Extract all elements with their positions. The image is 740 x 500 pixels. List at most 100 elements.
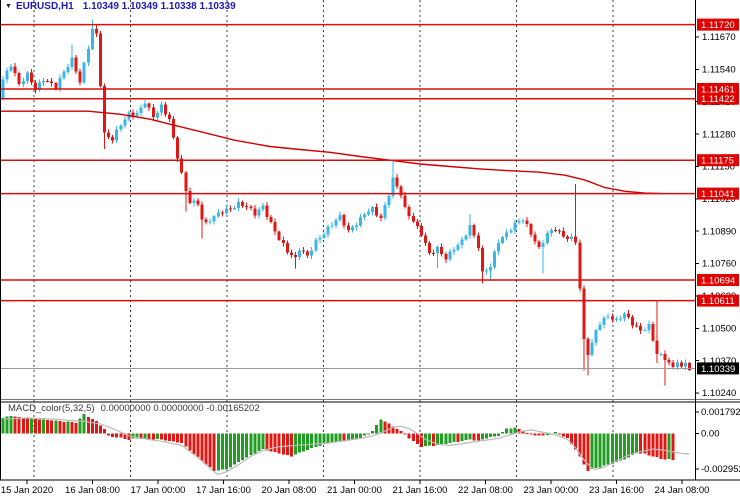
candle-body: [306, 251, 310, 256]
macd-bar: [452, 433, 456, 443]
candle-body: [363, 214, 366, 217]
macd-bar: [273, 433, 277, 453]
vertical-gridlines: [33, 0, 614, 480]
price-scale[interactable]: 1.116701.115401.114101.112801.111501.110…: [695, 18, 739, 400]
macd-bar: [635, 433, 639, 453]
macd-bar: [525, 432, 529, 434]
price-axis-label: 1.10240: [702, 388, 736, 399]
candle-body: [233, 207, 236, 209]
time-axis-label: 21 Jan 16:00: [393, 485, 448, 496]
macd-bar: [594, 433, 598, 469]
candle-body: [350, 227, 354, 230]
candle-body: [46, 81, 50, 82]
candle-body: [78, 71, 82, 83]
candle-body: [208, 221, 212, 223]
macd-bar: [164, 433, 167, 441]
candle-body: [5, 70, 9, 80]
macd-bar: [74, 423, 78, 434]
macd-bar: [407, 433, 411, 439]
macd-bar: [151, 433, 155, 440]
candle-body: [115, 129, 119, 141]
macd-bar: [342, 433, 346, 442]
candle-body: [480, 247, 484, 272]
sr-price-badge-text: 1.10694: [701, 276, 735, 287]
macd-bar: [456, 433, 460, 443]
macd-bar: [135, 433, 139, 439]
macd-bar: [623, 433, 626, 460]
candle-body: [521, 220, 525, 222]
candle-body: [62, 71, 66, 78]
price-axis-label: 1.10890: [702, 226, 736, 237]
candle-body: [627, 313, 630, 317]
time-scale[interactable]: 15 Jan 2020 16 Jan 08:00 17 Jan 00:00 17 Ja…: [1, 480, 710, 496]
candle-body: [679, 362, 683, 367]
candle-body: [139, 107, 143, 114]
candle-body: [249, 206, 253, 209]
candle-body: [302, 250, 306, 252]
macd-bar: [241, 433, 245, 461]
candle-body: [334, 219, 338, 226]
candle-body: [204, 219, 208, 222]
candle-body: [395, 177, 399, 187]
price-axis-label: 1.11670: [702, 32, 736, 43]
sr-price-badge-text: 1.11422: [701, 94, 735, 105]
macd-bar: [614, 433, 618, 463]
macd-bar: [249, 433, 253, 456]
candle-body: [371, 206, 375, 212]
macd-bar: [176, 433, 180, 443]
macd-signal: [2, 417, 690, 475]
candle-body: [517, 221, 521, 223]
candle-body: [359, 216, 362, 226]
macd-bar: [493, 433, 496, 437]
candle-body: [484, 270, 488, 272]
candle-body: [476, 235, 480, 248]
candle-body: [553, 230, 557, 232]
macd-bar: [472, 433, 476, 441]
candle-body: [651, 323, 655, 341]
candle-body: [606, 316, 610, 318]
candle-body: [212, 215, 216, 222]
candle-body: [472, 225, 476, 236]
candle-body: [285, 242, 289, 253]
macd-bar: [172, 433, 176, 442]
candle-body: [143, 103, 147, 108]
candle-body: [533, 234, 537, 242]
candle-body: [375, 206, 379, 216]
macd-scale-label: 0.0017924: [701, 407, 740, 418]
macd-bar: [647, 433, 651, 456]
candle-body: [338, 214, 342, 220]
candle-body: [582, 288, 586, 340]
macd-bar: [395, 429, 399, 434]
symbol-dropdown-icon[interactable]: ▼: [5, 3, 12, 10]
candle-body: [298, 250, 301, 257]
candle-body: [423, 235, 427, 243]
candle-body: [184, 172, 188, 191]
candle-body: [216, 212, 220, 216]
candle-body: [123, 119, 127, 126]
macd-bar: [306, 433, 310, 451]
macd-bar: [432, 433, 436, 446]
candle-body: [623, 313, 626, 319]
candle-body: [419, 225, 423, 236]
candle-body: [525, 220, 529, 225]
candle-body: [261, 205, 265, 210]
macd-bar: [25, 418, 29, 434]
candle-body: [318, 238, 322, 240]
sr-price-badge: [697, 154, 739, 167]
macd-bar: [480, 433, 484, 440]
macd-scale[interactable]: 0.0017924 0.00 -0.0029524: [695, 407, 740, 475]
macd-bar: [9, 415, 13, 434]
macd-bar: [574, 433, 578, 450]
macd-bar: [326, 433, 330, 443]
macd-bar: [90, 419, 94, 434]
macd-bar: [509, 428, 513, 434]
macd-bar: [310, 433, 314, 449]
candle-body: [159, 104, 163, 113]
macd-bar: [159, 433, 163, 440]
price-axis-label: 1.10370: [702, 356, 736, 367]
macd-bar: [66, 421, 70, 434]
sr-price-badge-text: 1.11461: [701, 85, 735, 96]
candle-body: [180, 158, 184, 173]
